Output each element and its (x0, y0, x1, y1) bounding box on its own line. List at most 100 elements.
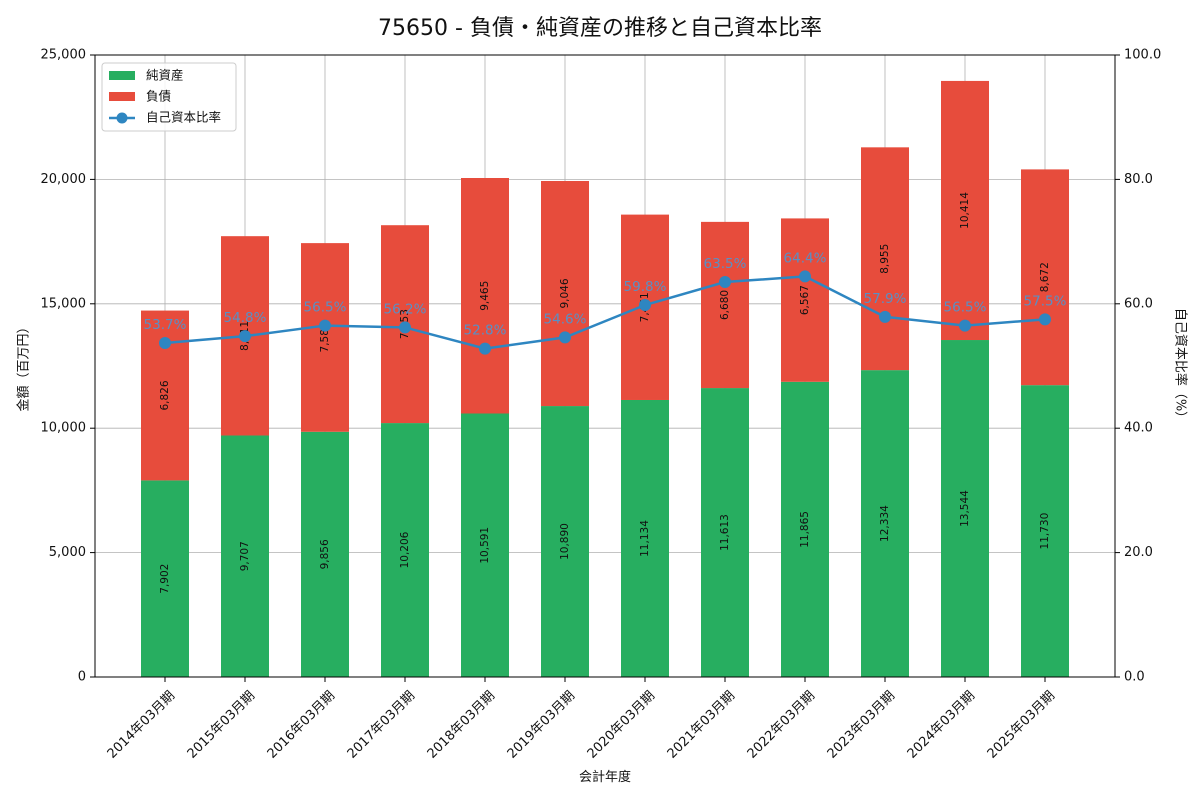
y2-tick-label: 80.0 (1124, 172, 1153, 187)
x-tick-label: 2016年03月期 (265, 688, 338, 761)
data-label-net-assets: 7,902 (159, 564, 171, 594)
y-tick-label: 0 (78, 670, 86, 685)
x-tick-label: 2022年03月期 (745, 688, 818, 761)
y2-tick-label: 60.0 (1124, 296, 1153, 311)
data-label-liabilities: 6,680 (719, 290, 731, 320)
legend-swatch-liabilities (109, 92, 135, 101)
x-tick-label: 2018年03月期 (425, 688, 498, 761)
ratio-point (799, 270, 811, 283)
ratio-label: 56.5% (304, 300, 347, 316)
data-label-liabilities: 9,046 (559, 278, 571, 308)
y2-tick-label: 40.0 (1124, 421, 1153, 436)
bar-liabilities (701, 221, 749, 389)
data-label-liabilities: 9,465 (479, 281, 491, 311)
bar-liabilities (301, 243, 349, 432)
legend-label-liabilities: 負債 (146, 89, 171, 104)
bar-net-assets (461, 413, 509, 677)
y-tick-label: 5,000 (49, 545, 86, 560)
data-label-net-assets: 11,134 (639, 520, 651, 557)
bar-liabilities (461, 178, 509, 414)
y2-tick-label: 100.0 (1124, 48, 1161, 63)
y-tick-label: 20,000 (41, 172, 87, 187)
ratio-label: 59.8% (624, 279, 667, 295)
ratio-point (639, 299, 651, 312)
y-axis-label: 金額（百万円） (16, 320, 32, 411)
data-label-liabilities: 6,826 (159, 380, 171, 410)
data-label-liabilities: 8,955 (879, 244, 891, 274)
y2-tick-label: 0.0 (1124, 670, 1145, 685)
legend-swatch-ratio-marker (116, 112, 128, 124)
ratio-label: 63.5% (704, 256, 747, 272)
x-tick-label: 2019年03月期 (505, 688, 578, 761)
data-label-net-assets: 10,890 (559, 523, 571, 560)
y2-axis-label: 自己資本比率（%） (1173, 308, 1189, 424)
bar-net-assets (301, 431, 349, 677)
x-tick-label: 2017年03月期 (345, 688, 418, 761)
bar-liabilities (781, 218, 829, 382)
data-label-liabilities: 6,567 (799, 285, 811, 315)
ratio-point (719, 276, 731, 289)
data-label-net-assets: 10,206 (399, 531, 411, 568)
x-tick-label: 2015年03月期 (185, 688, 258, 761)
ratio-point (959, 319, 971, 332)
ratio-label: 57.9% (864, 291, 907, 307)
x-tick-label: 2025年03月期 (985, 688, 1058, 761)
data-label-net-assets: 9,707 (239, 541, 251, 571)
ratio-point (319, 319, 331, 332)
ratio-point (879, 310, 891, 323)
ratio-point (399, 321, 411, 334)
ratio-line (164, 275, 1046, 350)
x-tick-label: 2014年03月期 (105, 688, 178, 761)
ratio-label: 56.2% (384, 301, 427, 317)
legend-label-net-assets: 純資産 (146, 68, 184, 83)
ratio-point (559, 331, 571, 344)
bar-net-assets (381, 423, 429, 677)
bar-net-assets (781, 381, 829, 677)
chart-title: 75650 - 負債・純資産の推移と自己資本比率 (378, 16, 822, 41)
data-label-net-assets: 9,856 (319, 539, 331, 569)
bar-net-assets (221, 435, 269, 677)
ratio-point (1039, 313, 1051, 326)
data-label-net-assets: 11,865 (799, 511, 811, 548)
ratio-label: 56.5% (944, 300, 987, 316)
x-axis-label: 会計年度 (579, 769, 631, 785)
x-tick-label: 2023年03月期 (825, 688, 898, 761)
ratio-point (479, 342, 491, 355)
x-tick-label: 2024年03月期 (905, 688, 978, 761)
legend-swatch-net-assets (109, 71, 135, 80)
data-label-liabilities: 10,414 (959, 192, 971, 229)
ratio-label: 54.8% (224, 310, 267, 326)
data-label-net-assets: 11,613 (719, 514, 731, 551)
bar-liabilities (541, 180, 589, 407)
data-label-liabilities: 8,672 (1039, 262, 1051, 292)
data-label-net-assets: 10,591 (479, 527, 491, 564)
data-label-net-assets: 12,334 (879, 505, 891, 542)
ratio-label: 57.5% (1024, 293, 1067, 309)
y-tick-label: 15,000 (41, 296, 87, 311)
bar-net-assets (541, 406, 589, 677)
bar-net-assets (1021, 385, 1069, 677)
ratio-point (159, 336, 171, 349)
data-label-net-assets: 13,544 (959, 490, 971, 527)
bar-liabilities (861, 147, 909, 371)
legend-box (101, 62, 237, 132)
ratio-point (239, 330, 251, 343)
ratio-label: 53.7% (144, 317, 187, 333)
bar-net-assets (701, 388, 749, 677)
ratio-label: 64.4% (784, 250, 827, 266)
bar-liabilities (1021, 169, 1069, 386)
bar-liabilities (941, 80, 989, 341)
bar-net-assets (141, 480, 189, 677)
legend-label-ratio: 自己資本比率 (146, 110, 221, 125)
bar-net-assets (941, 340, 989, 677)
y2-tick-label: 20.0 (1124, 545, 1153, 560)
x-tick-label: 2020年03月期 (585, 688, 658, 761)
ratio-label: 54.6% (544, 311, 587, 327)
bar-net-assets (621, 399, 669, 677)
ratio-label: 52.8% (464, 323, 507, 339)
x-tick-label: 2021年03月期 (665, 688, 738, 761)
data-label-net-assets: 11,730 (1039, 513, 1051, 550)
y-tick-label: 10,000 (41, 421, 87, 436)
